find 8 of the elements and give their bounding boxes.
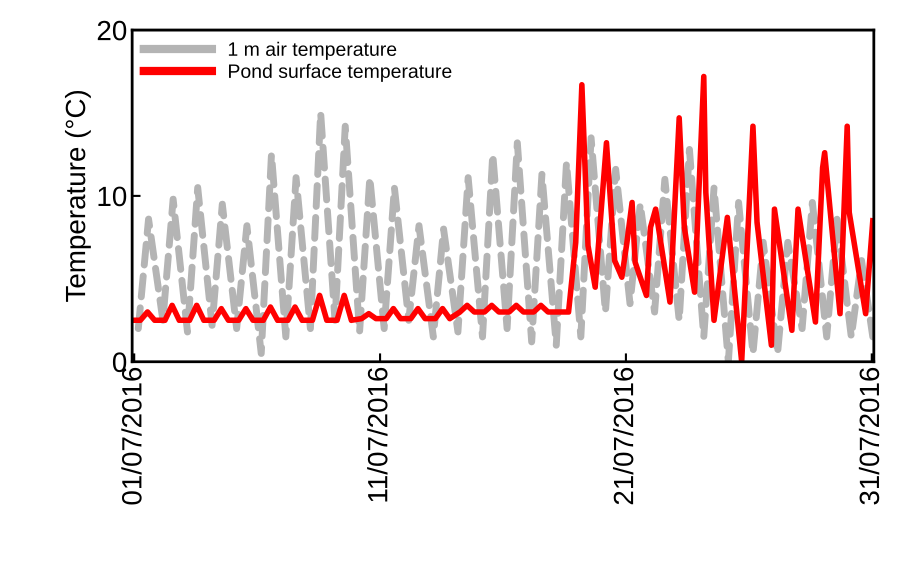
y-tick-label: 10 (98, 186, 126, 206)
x-tick-label: 11/07/2016 (367, 368, 388, 502)
x-tick-label: 31/07/2016 (858, 368, 880, 505)
legend-label: Pond surface temperature (229, 64, 452, 82)
y-tick-label: 20 (98, 20, 126, 40)
x-tick-label: 21/07/2016 (612, 368, 634, 504)
y-axis-title: Temperature (°C) (64, 90, 91, 302)
legend-label: 1 m air temperature (228, 42, 396, 60)
